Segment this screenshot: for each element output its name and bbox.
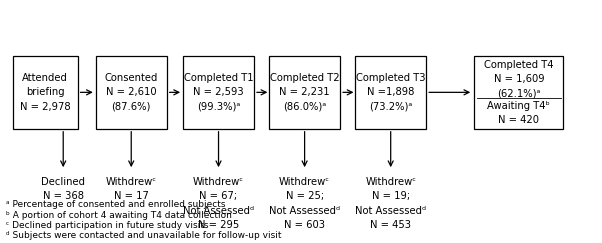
- FancyBboxPatch shape: [13, 56, 78, 129]
- Text: Withdrewᶜ: Withdrewᶜ: [279, 177, 330, 187]
- Text: (99.3%)ᵃ: (99.3%)ᵃ: [197, 102, 240, 112]
- Text: Withdrewᶜ: Withdrewᶜ: [193, 177, 244, 187]
- Text: Withdrewᶜ: Withdrewᶜ: [106, 177, 157, 187]
- Text: N = 1,609: N = 1,609: [494, 74, 544, 84]
- Text: Completed T1: Completed T1: [184, 73, 253, 83]
- Text: N = 19;: N = 19;: [371, 191, 410, 201]
- Text: N = 2,610: N = 2,610: [106, 87, 157, 97]
- FancyBboxPatch shape: [355, 56, 426, 129]
- Text: Not Assessedᵈ: Not Assessedᵈ: [355, 206, 426, 216]
- Text: Withdrewᶜ: Withdrewᶜ: [365, 177, 416, 187]
- Text: N = 295: N = 295: [198, 220, 239, 230]
- Text: Completed T4: Completed T4: [484, 60, 554, 70]
- Text: N = 17: N = 17: [114, 191, 149, 201]
- FancyBboxPatch shape: [96, 56, 167, 129]
- Text: Not Assessedᵈ: Not Assessedᵈ: [269, 206, 340, 216]
- Text: Consented: Consented: [105, 73, 158, 83]
- Text: Awaiting T4ᵇ: Awaiting T4ᵇ: [488, 101, 550, 111]
- FancyBboxPatch shape: [269, 56, 340, 129]
- Text: N = 2,231: N = 2,231: [279, 87, 330, 97]
- Text: (73.2%)ᵃ: (73.2%)ᵃ: [369, 102, 412, 112]
- Text: Attended: Attended: [22, 73, 68, 83]
- Text: ᶜ Declined participation in future study visits: ᶜ Declined participation in future study…: [6, 221, 208, 230]
- Text: N = 603: N = 603: [284, 220, 325, 230]
- FancyBboxPatch shape: [474, 56, 563, 129]
- Text: N = 368: N = 368: [43, 191, 84, 201]
- Text: (87.6%): (87.6%): [111, 102, 151, 112]
- Text: N = 25;: N = 25;: [285, 191, 324, 201]
- Text: Completed T2: Completed T2: [270, 73, 340, 83]
- Text: N = 2,593: N = 2,593: [193, 87, 244, 97]
- Text: ᵃ Percentage of consented and enrolled subjects: ᵃ Percentage of consented and enrolled s…: [6, 200, 226, 209]
- Text: N = 67;: N = 67;: [199, 191, 238, 201]
- Text: Not Assessedᵈ: Not Assessedᵈ: [183, 206, 254, 216]
- Text: Declined: Declined: [41, 177, 85, 187]
- Text: ᵈ Subjects were contacted and unavailable for follow-up visit: ᵈ Subjects were contacted and unavailabl…: [6, 231, 282, 240]
- Text: N = 453: N = 453: [370, 220, 411, 230]
- Text: N =1,898: N =1,898: [367, 87, 414, 97]
- Text: N = 420: N = 420: [498, 115, 539, 125]
- Text: ᵇ A portion of cohort 4 awaiting T4 data collection: ᵇ A portion of cohort 4 awaiting T4 data…: [6, 211, 232, 220]
- Text: Completed T3: Completed T3: [356, 73, 426, 83]
- Text: N = 2,978: N = 2,978: [20, 102, 70, 112]
- Text: (86.0%)ᵃ: (86.0%)ᵃ: [283, 102, 326, 112]
- FancyBboxPatch shape: [183, 56, 254, 129]
- Text: (62.1%)ᵃ: (62.1%)ᵃ: [497, 88, 541, 98]
- Text: briefing: briefing: [26, 87, 64, 97]
